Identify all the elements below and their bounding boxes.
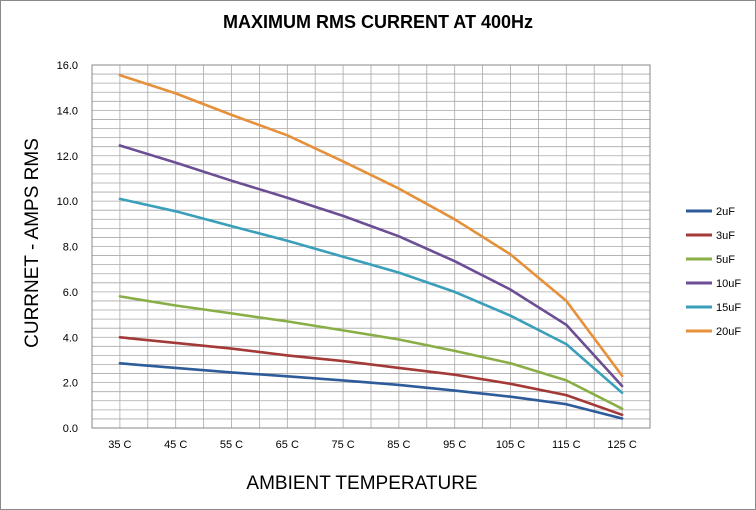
y-tick-label: 12.0 [57,151,78,163]
y-tick-label: 14.0 [57,105,78,117]
y-tick-label: 16.0 [57,60,78,72]
series-line-5uF [118,295,624,411]
x-tick-label: 45 C [164,439,187,451]
legend-label-5uF: 5uF [716,254,735,266]
series-lines [118,73,624,420]
y-tick-label: 6.0 [63,287,78,299]
x-tick-label: 105 C [496,439,525,451]
x-tick-label: 115 C [552,439,581,451]
x-tick-label: 65 C [276,439,299,451]
y-axis-ticks: 0.0 2.0 4.0 6.0 8.0 10.0 12.0 14.0 16.0 [57,60,78,435]
series-line-15uF [118,197,624,395]
legend-label-15uF: 15uF [716,302,741,314]
legend-label-2uF: 2uF [716,206,735,218]
grid [91,64,651,429]
y-axis-title: CURRNET - AMPS RMS [22,138,43,348]
series-line-20uF [118,73,624,378]
x-tick-label: 35 C [108,439,131,451]
x-tick-label: 55 C [220,439,243,451]
legend-label-3uF: 3uF [716,230,735,242]
x-axis-ticks: 35 C 45 C 55 C 65 C 75 C 85 C 95 C 105 C 115 C 12… [108,439,637,451]
y-tick-label: 4.0 [63,332,78,344]
x-tick-label: 75 C [331,439,354,451]
plot-area [91,64,651,429]
legend: 2uF 3uF 5uF 10uF 15uF 20uF [686,206,741,338]
y-tick-label: 2.0 [63,378,78,390]
legend-label-20uF: 20uF [716,326,741,338]
y-tick-label: 10.0 [57,196,78,208]
series-line-10uF [118,144,624,388]
chart-title: MAXIMUM RMS CURRENT AT 400Hz [223,12,533,32]
series-line-2uF [118,361,624,420]
x-tick-label: 95 C [443,439,466,451]
series-line-3uF [118,335,624,417]
y-tick-label: 8.0 [63,242,78,254]
y-tick-label: 0.0 [63,423,78,435]
x-axis-title: AMBIENT TEMPERATURE [246,473,477,494]
legend-label-10uF: 10uF [716,278,741,290]
x-tick-label: 85 C [387,439,410,451]
x-tick-label: 125 C [607,439,636,451]
